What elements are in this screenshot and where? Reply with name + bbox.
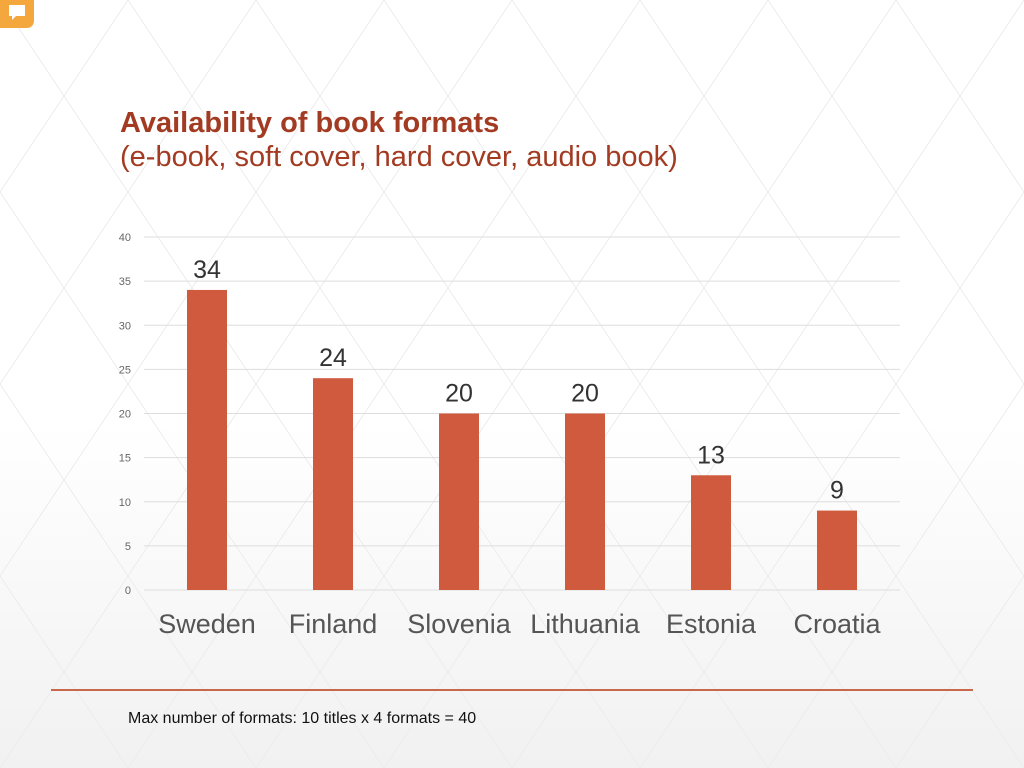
y-tick-label: 25 <box>119 364 131 376</box>
bar-lithuania <box>565 413 605 590</box>
y-tick-label: 20 <box>119 409 131 421</box>
title-line-1: Availability of book formats <box>120 107 500 139</box>
x-category-label: Sweden <box>158 609 256 639</box>
data-label: 34 <box>193 256 221 284</box>
data-label: 9 <box>830 477 844 505</box>
footnote: Max number of formats: 10 titles x 4 for… <box>128 710 477 727</box>
comment-badge[interactable] <box>0 0 34 28</box>
x-category-label: Lithuania <box>530 609 641 639</box>
y-tick-label: 40 <box>119 232 131 244</box>
bar-slovenia <box>439 413 479 590</box>
bar-croatia <box>817 510 857 590</box>
data-label: 20 <box>571 380 599 408</box>
x-category-label: Estonia <box>666 609 757 639</box>
y-tick-label: 15 <box>119 453 131 465</box>
title-line-2: (e-book, soft cover, hard cover, audio b… <box>120 141 678 173</box>
bar-finland <box>313 378 353 590</box>
slide-title: Availability of book formats (e-book, so… <box>120 106 678 174</box>
x-category-label: Croatia <box>793 609 881 639</box>
data-label: 20 <box>445 380 473 408</box>
y-tick-label: 0 <box>125 585 131 597</box>
x-category-label: Finland <box>289 609 378 639</box>
data-label: 13 <box>697 441 725 469</box>
y-tick-label: 5 <box>125 541 131 553</box>
y-tick-label: 10 <box>119 497 131 509</box>
bar-sweden <box>187 289 227 590</box>
data-label: 24 <box>319 344 347 372</box>
footer-divider <box>51 689 973 691</box>
y-tick-label: 35 <box>119 276 131 288</box>
speech-bubble-icon <box>9 5 25 20</box>
bar-estonia <box>691 475 731 590</box>
y-tick-label: 30 <box>119 320 131 332</box>
x-category-label: Slovenia <box>407 609 512 639</box>
